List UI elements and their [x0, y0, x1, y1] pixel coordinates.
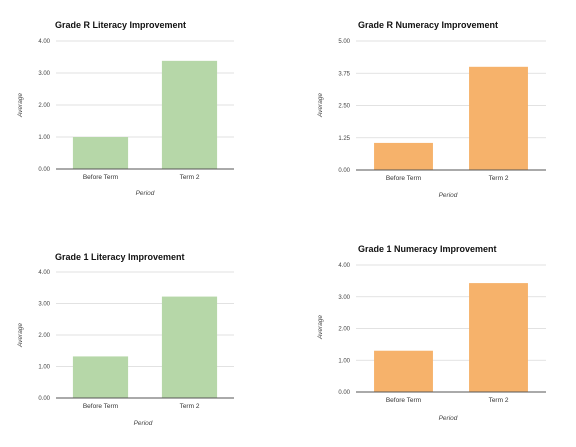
chart-title: Grade 1 Numeracy Improvement	[358, 244, 497, 254]
y-tick-label: 3.00	[38, 302, 50, 308]
bar	[161, 60, 218, 170]
bar	[469, 66, 528, 170]
chart-title: Grade R Literacy Improvement	[55, 20, 186, 30]
x-axis-label: Period	[439, 192, 458, 199]
y-axis-label: Average	[317, 93, 324, 118]
x-tick-label: Term 2	[489, 175, 509, 182]
y-tick-label: 2.00	[338, 327, 350, 333]
chart-grade-r-literacy: Grade R Literacy Improvement 0.00 1.00 2.0…	[17, 20, 234, 197]
y-tick-label: 1.00	[338, 358, 350, 364]
x-tick-label: Before Term	[386, 175, 421, 182]
plot-area: 0.00 1.00 2.00 3.00 4.00 Before Term Term 2	[38, 39, 234, 181]
y-tick-label: 2.50	[338, 104, 350, 110]
chart-grade-1-literacy: Grade 1 Literacy Improvement 0.00 1.00 2.0…	[17, 252, 234, 427]
bar	[374, 142, 433, 170]
x-tick-label: Before Term	[386, 397, 421, 404]
y-tick-label: 0.00	[38, 167, 50, 173]
bar	[161, 296, 218, 398]
y-tick-label: 1.25	[338, 136, 350, 142]
x-axis-label: Period	[439, 415, 458, 422]
y-tick-label: 3.00	[38, 71, 50, 77]
x-tick-label: Term 2	[180, 403, 200, 410]
bar	[374, 350, 433, 392]
y-tick-label: 2.00	[38, 333, 50, 339]
x-tick-label: Term 2	[180, 174, 200, 181]
y-tick-label: 0.00	[338, 168, 350, 174]
x-axis-label: Period	[136, 190, 155, 197]
y-tick-label: 3.00	[338, 295, 350, 301]
x-axis-label: Period	[134, 420, 153, 427]
y-tick-label: 4.00	[38, 39, 50, 45]
y-axis-label: Average	[17, 323, 24, 348]
y-axis-label: Average	[317, 315, 324, 340]
x-tick-label: Before Term	[83, 174, 118, 181]
plot-area: 0.00 1.00 2.00 3.00 4.00 Before Term Term 2	[338, 263, 546, 404]
y-axis-label: Average	[17, 93, 24, 118]
y-tick-label: 0.00	[38, 396, 50, 402]
chart-title: Grade 1 Literacy Improvement	[55, 252, 185, 262]
y-tick-label: 2.00	[38, 103, 50, 109]
y-tick-label: 1.00	[38, 365, 50, 371]
bar	[72, 137, 129, 169]
chart-grade-1-numeracy: Grade 1 Numeracy Improvement 0.00 1.00 2.0…	[317, 244, 546, 422]
plot-area: 0.00 1.25 2.50 3.75 5.00 Before Term Term 2	[338, 39, 546, 182]
y-tick-label: 4.00	[338, 263, 350, 269]
y-tick-label: 1.00	[38, 135, 50, 141]
bar	[469, 283, 528, 392]
plot-area: 0.00 1.00 2.00 3.00 4.00 Before Term Term 2	[38, 270, 234, 410]
x-tick-label: Term 2	[489, 397, 509, 404]
x-tick-label: Before Term	[83, 403, 118, 410]
y-tick-label: 4.00	[38, 270, 50, 276]
bar	[72, 356, 129, 398]
y-tick-label: 3.75	[338, 71, 350, 77]
chart-title: Grade R Numeracy Improvement	[358, 20, 498, 30]
y-tick-label: 0.00	[338, 390, 350, 396]
chart-grade-r-numeracy: Grade R Numeracy Improvement 0.00 1.25 2.5…	[317, 20, 546, 199]
y-tick-label: 5.00	[338, 39, 350, 45]
